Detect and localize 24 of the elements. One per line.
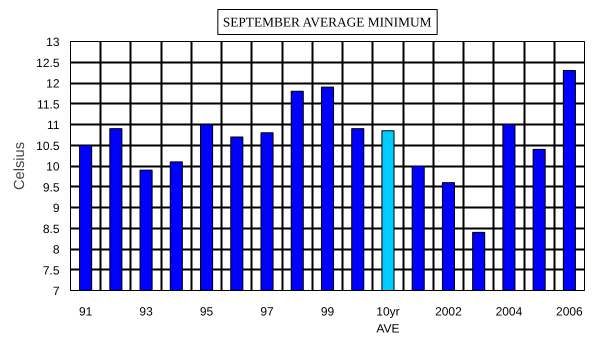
x-tick-label: 95 [200,304,214,318]
y-tick-label: 8 [52,242,60,256]
x-tick-label: 93 [139,304,154,318]
x-tick-label: 97 [260,304,274,318]
y-tick-label: 9 [52,201,60,215]
y-tick-label: 12.5 [36,56,60,70]
y-tick-label: 8.5 [42,222,60,236]
y-tick-label: 10 [46,160,60,174]
x-tick-label: 10yr AVE [376,304,400,336]
y-tick-label: 11 [47,118,60,132]
x-tick-label: 99 [320,304,334,318]
y-axis-title: Celsius [12,142,28,190]
x-tick-label: 91 [78,304,93,318]
x-tick-label: 2004 [496,304,523,318]
y-tick-label: 13 [46,35,60,49]
y-tick-label: 10.5 [36,138,60,153]
x-tick-label: 2002 [435,304,462,318]
y-tick-label: 9.5 [42,180,60,194]
y-tick-label: 7 [52,284,60,298]
chart-title: SEPTEMBER AVERAGE MINIMUM [222,14,432,30]
y-tick-label: 12 [46,76,60,90]
x-tick-label: 2006 [556,304,584,318]
y-tick-label: 11.5 [37,97,60,112]
y-tick-label: 7.5 [42,263,60,278]
